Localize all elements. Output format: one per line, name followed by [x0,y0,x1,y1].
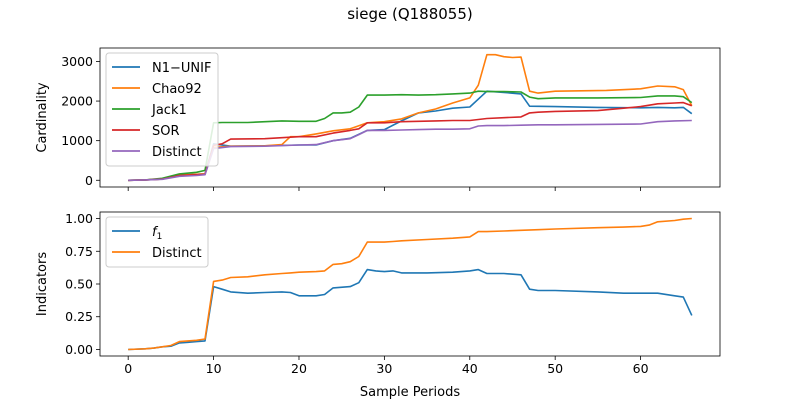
x-tick-label: 10 [206,361,222,376]
legend-label: Distinct [152,246,202,261]
y-axis-label: Indicators [35,252,50,316]
series-line [128,217,692,351]
x-tick-label: 20 [291,361,307,376]
legend-label: f1 [152,225,162,242]
y-tick-label: 0.50 [65,277,93,292]
legend-box [105,52,219,167]
x-tick-label: 30 [376,361,392,376]
legend-label: N1−UNIF [152,61,211,76]
x-axis-label: Sample Periods [360,385,460,400]
indicators-plot: 0 10 20 30 40 50 60 0.00 0.25 0.50 0.75 1.00 Indicat… [35,211,721,400]
legend-label: Jack1 [151,103,187,118]
x-tick-label: 40 [462,361,478,376]
series-line [128,268,693,351]
legend-label: SOR [152,124,180,139]
x-tick-label: 50 [547,361,563,376]
plot-frame [99,211,721,357]
y-tick-label: 2000 [61,94,93,109]
x-tick-label: 0 [124,361,132,376]
legend-box [105,216,209,268]
x-tick-label: 60 [633,361,649,376]
figure-title: siege (Q188055) [347,5,473,23]
cardinality-plot: 0 1000 2000 3000 Cardinality N1−UNIF Chao92 Jac… [35,47,721,191]
legend-label: Distinct [152,145,202,160]
y-axis-label: Cardinality [35,82,50,153]
y-tick-label: 1.00 [65,211,93,226]
y-tick-label: 0.00 [65,342,93,357]
y-tick-label: 3000 [61,54,93,69]
series-line [128,119,692,182]
y-tick-label: 0 [85,173,93,188]
y-tick-label: 1000 [61,133,93,148]
legend-label: Chao92 [152,82,202,97]
y-tick-label: 0.25 [65,309,93,324]
y-tick-label: 0.75 [65,244,93,259]
plot-frame [99,47,721,188]
